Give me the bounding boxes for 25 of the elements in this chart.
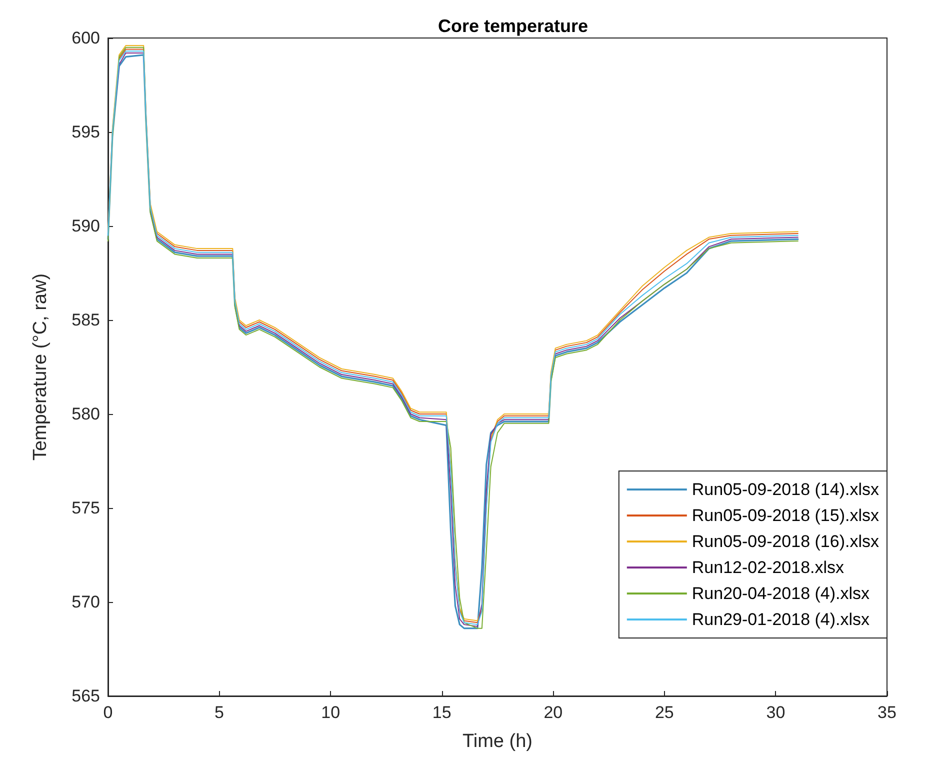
x-tick-label: 30 xyxy=(766,703,786,722)
y-axis-title: Temperature (°C, raw) xyxy=(30,273,51,461)
x-tick-label: 0 xyxy=(103,703,113,722)
legend-label: Run29-01-2018 (4).xlsx xyxy=(692,610,870,629)
y-tick-label: 595 xyxy=(72,122,100,142)
legend-label: Run12-02-2018.xlsx xyxy=(692,558,845,577)
y-tick-label: 575 xyxy=(72,498,100,518)
legend-label: Run05-09-2018 (16).xlsx xyxy=(692,532,880,551)
x-axis-title: Time (h) xyxy=(462,731,533,752)
y-tick-label: 590 xyxy=(72,216,100,236)
x-tick-label: 25 xyxy=(654,703,674,722)
x-tick-label: 10 xyxy=(321,703,340,722)
x-tick-label: 20 xyxy=(544,703,563,722)
y-tick-label: 600 xyxy=(72,28,100,48)
x-tick-label: 35 xyxy=(878,703,896,722)
y-tick-label: 580 xyxy=(72,404,100,424)
legend-label: Run05-09-2018 (15).xlsx xyxy=(692,506,880,525)
x-tick-label: 5 xyxy=(214,703,224,722)
y-tick-label: 585 xyxy=(72,310,100,330)
y-tick-label: 565 xyxy=(72,686,100,706)
chart-title: Core temperature xyxy=(438,16,588,36)
legend-label: Run20-04-2018 (4).xlsx xyxy=(692,584,870,603)
y-tick-label: 570 xyxy=(72,592,100,612)
x-tick-label: 15 xyxy=(432,703,452,722)
legend-label: Run05-09-2018 (14).xlsx xyxy=(692,480,880,499)
